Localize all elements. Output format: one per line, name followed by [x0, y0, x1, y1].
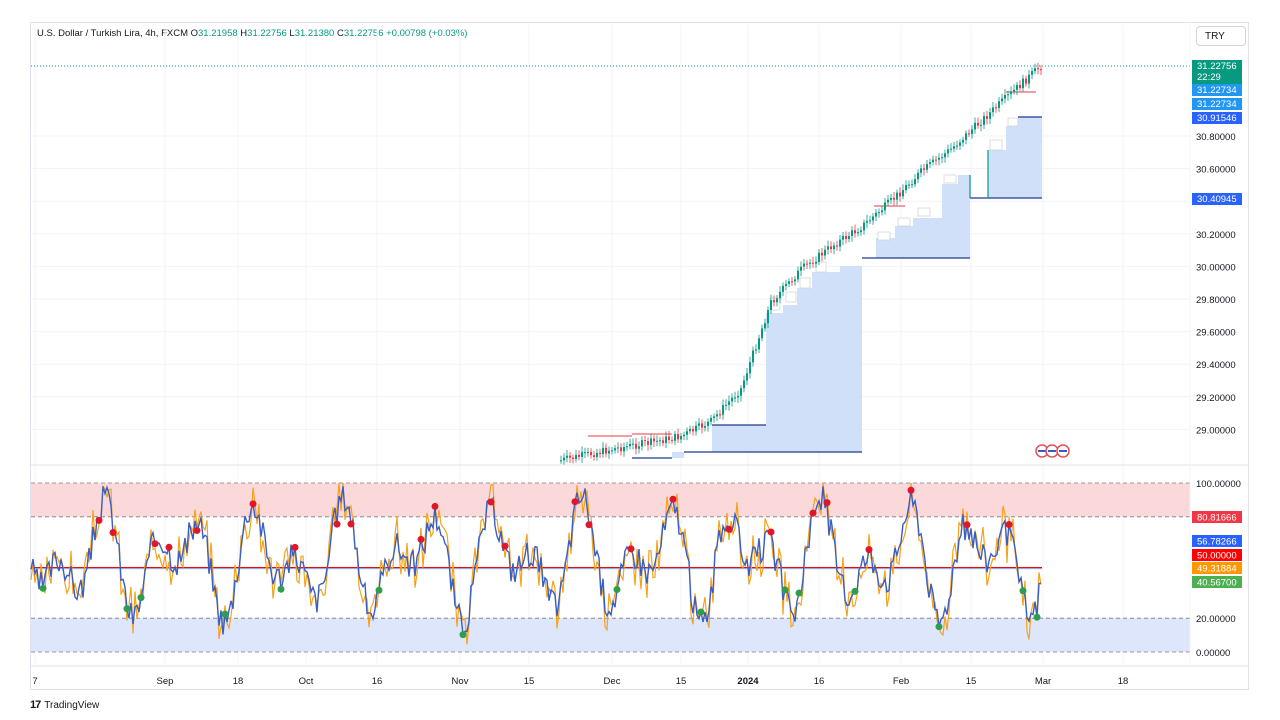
symbol-title: U.S. Dollar / Turkish Lira, 4h, FXCM: [37, 28, 188, 39]
symbol-header: U.S. Dollar / Turkish Lira, 4h, FXCM O31…: [37, 28, 467, 39]
open-value: 31.21958: [198, 28, 238, 39]
tradingview-brand: TradingView: [44, 699, 100, 711]
low-label: L: [289, 28, 295, 39]
tradingview-mark: 17: [30, 699, 41, 711]
chart-frame: [30, 22, 1249, 690]
tradingview-logo: 17 TradingView: [30, 699, 99, 711]
high-value: 31.22756: [247, 28, 287, 39]
close-value: 31.22756: [343, 28, 384, 39]
change-value: +0.00798 (+0.03%): [386, 28, 468, 39]
currency-button[interactable]: TRY: [1196, 26, 1246, 46]
high-label: H: [240, 28, 248, 39]
open-label: O: [190, 28, 199, 39]
low-value: 31.21380: [294, 28, 335, 39]
close-label: C: [336, 28, 344, 39]
